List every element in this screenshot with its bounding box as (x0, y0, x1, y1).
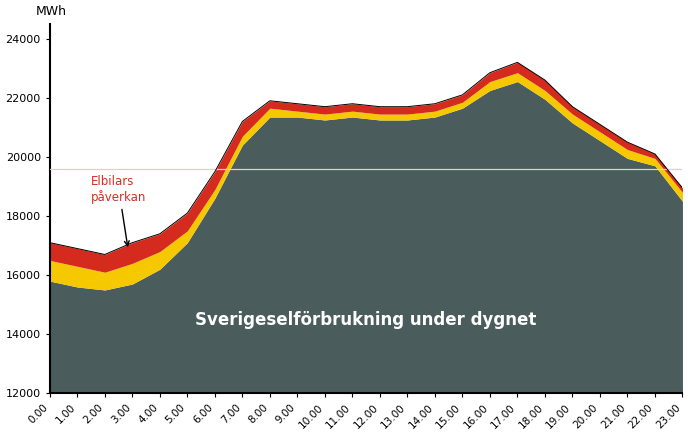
Text: Sverigeselförbrukning under dygnet: Sverigeselförbrukning under dygnet (195, 310, 537, 328)
Text: Elbilars
påverkan: Elbilars påverkan (91, 175, 147, 246)
Text: MWh: MWh (36, 5, 67, 18)
